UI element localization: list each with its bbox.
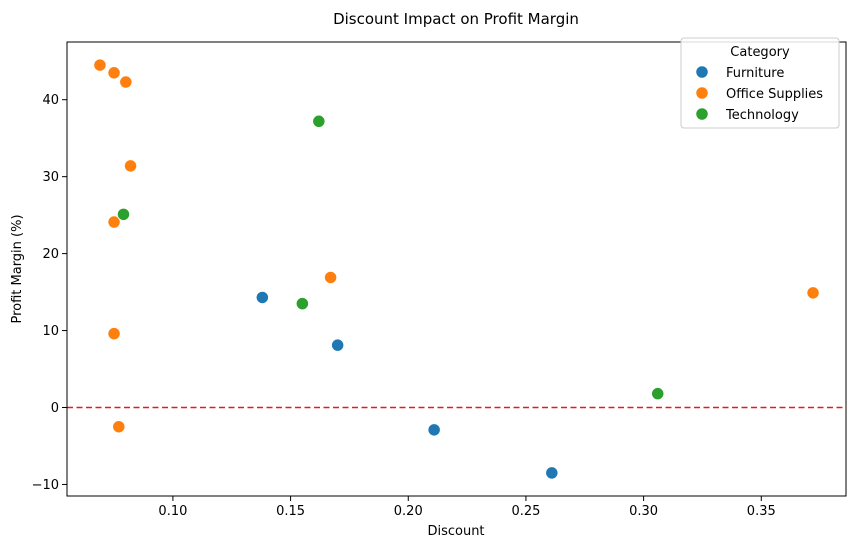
x-tick-label: 0.30 (629, 504, 658, 519)
y-tick-label: 30 (42, 170, 59, 185)
point-furniture (330, 338, 345, 352)
x-axis-label: Discount (427, 524, 484, 539)
point-office-supplies (107, 66, 121, 80)
plot-frame (66, 41, 847, 497)
point-office-supplies (112, 420, 126, 434)
x-tick-label: 0.35 (747, 504, 776, 519)
legend: Category Furniture Office Supplies Technolo… (680, 37, 840, 129)
legend-marker-office-supplies (695, 86, 709, 100)
point-office-supplies (123, 159, 138, 173)
point-office-supplies (107, 326, 121, 341)
chart-title: Discount Impact on Profit Margin (333, 10, 579, 28)
y-axis-label: Profit Margin (%) (10, 214, 25, 323)
y-tick-label: 20 (42, 247, 59, 262)
y-tick-label: 10 (42, 324, 59, 339)
point-technology (116, 207, 131, 222)
legend-label-furniture: Furniture (726, 66, 784, 81)
point-office-supplies (323, 270, 338, 285)
point-technology (295, 296, 309, 311)
legend-marker-furniture (695, 65, 709, 79)
x-tick-label: 0.15 (276, 504, 305, 519)
x-tick-label: 0.25 (511, 504, 540, 519)
y-tick-label: 40 (42, 93, 59, 108)
legend-title: Category (730, 45, 790, 60)
point-office-supplies (107, 215, 121, 229)
y-tick-label: −10 (32, 478, 59, 493)
point-furniture (255, 290, 269, 305)
point-furniture (427, 423, 441, 437)
legend-label-office-supplies: Office Supplies (726, 87, 823, 102)
x-tick-label: 0.20 (394, 504, 423, 519)
x-tick-label: 0.10 (158, 504, 187, 519)
legend-box (680, 37, 840, 129)
point-office-supplies (119, 75, 133, 89)
legend-marker-technology (695, 107, 709, 121)
point-office-supplies (93, 58, 107, 72)
y-tick-label: 0 (51, 401, 59, 416)
point-furniture (545, 466, 559, 480)
point-office-supplies (806, 286, 820, 300)
point-technology (312, 114, 326, 128)
point-technology (651, 387, 665, 401)
legend-label-technology: Technology (725, 108, 799, 123)
